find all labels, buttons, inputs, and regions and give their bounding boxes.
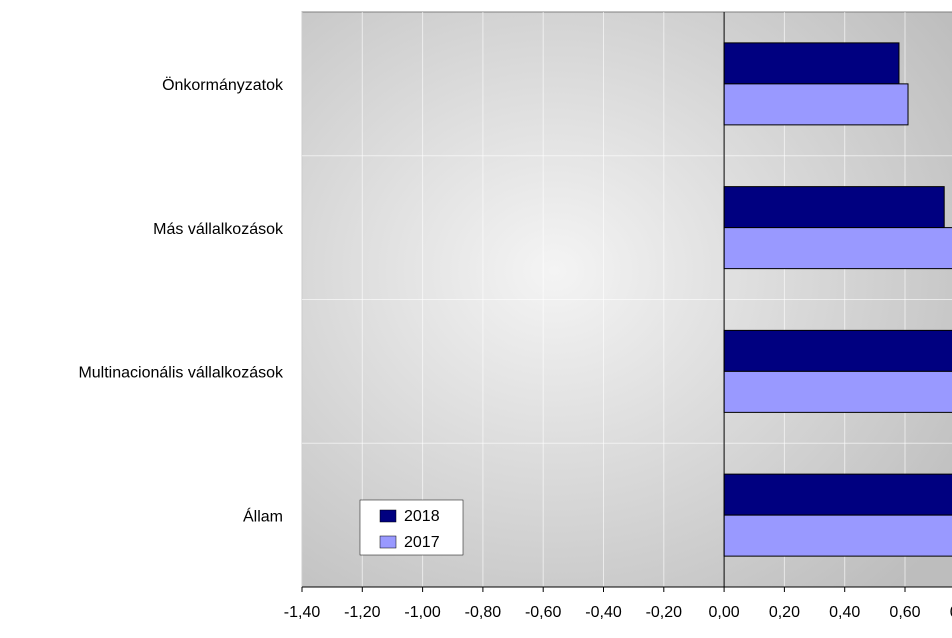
y-tick-label: Más vállalkozások	[153, 221, 284, 238]
bar	[723, 186, 945, 229]
x-tick-label: 0,40	[829, 604, 860, 621]
x-tick-label: 0,80	[950, 604, 952, 621]
bar	[723, 83, 909, 126]
x-tick-label: -1,00	[404, 604, 441, 621]
x-tick-label: -0,80	[465, 604, 502, 621]
legend-label: 2017	[404, 534, 440, 551]
y-tick-label: Multinacionális vállalkozások	[78, 365, 284, 382]
x-tick-label: -1,40	[284, 604, 321, 621]
bar	[723, 42, 900, 85]
legend	[359, 499, 464, 556]
bar	[723, 473, 952, 516]
legend-label: 2018	[404, 508, 440, 525]
x-tick-label: 0,00	[709, 604, 740, 621]
y-tick-label: Önkormányzatok	[162, 76, 284, 94]
x-tick-label: 0,20	[769, 604, 800, 621]
x-tick-label: -0,20	[646, 604, 683, 621]
legend-swatch	[379, 509, 397, 523]
y-tick-label: Állam	[243, 506, 283, 525]
bar	[723, 370, 952, 413]
legend-swatch	[379, 535, 397, 549]
x-tick-label: -0,40	[585, 604, 622, 621]
bar	[723, 514, 952, 557]
bar	[723, 329, 952, 372]
x-tick-label: 0,60	[889, 604, 920, 621]
x-tick-label: -1,20	[344, 604, 381, 621]
x-tick-label: -0,60	[525, 604, 562, 621]
bar	[723, 227, 952, 270]
